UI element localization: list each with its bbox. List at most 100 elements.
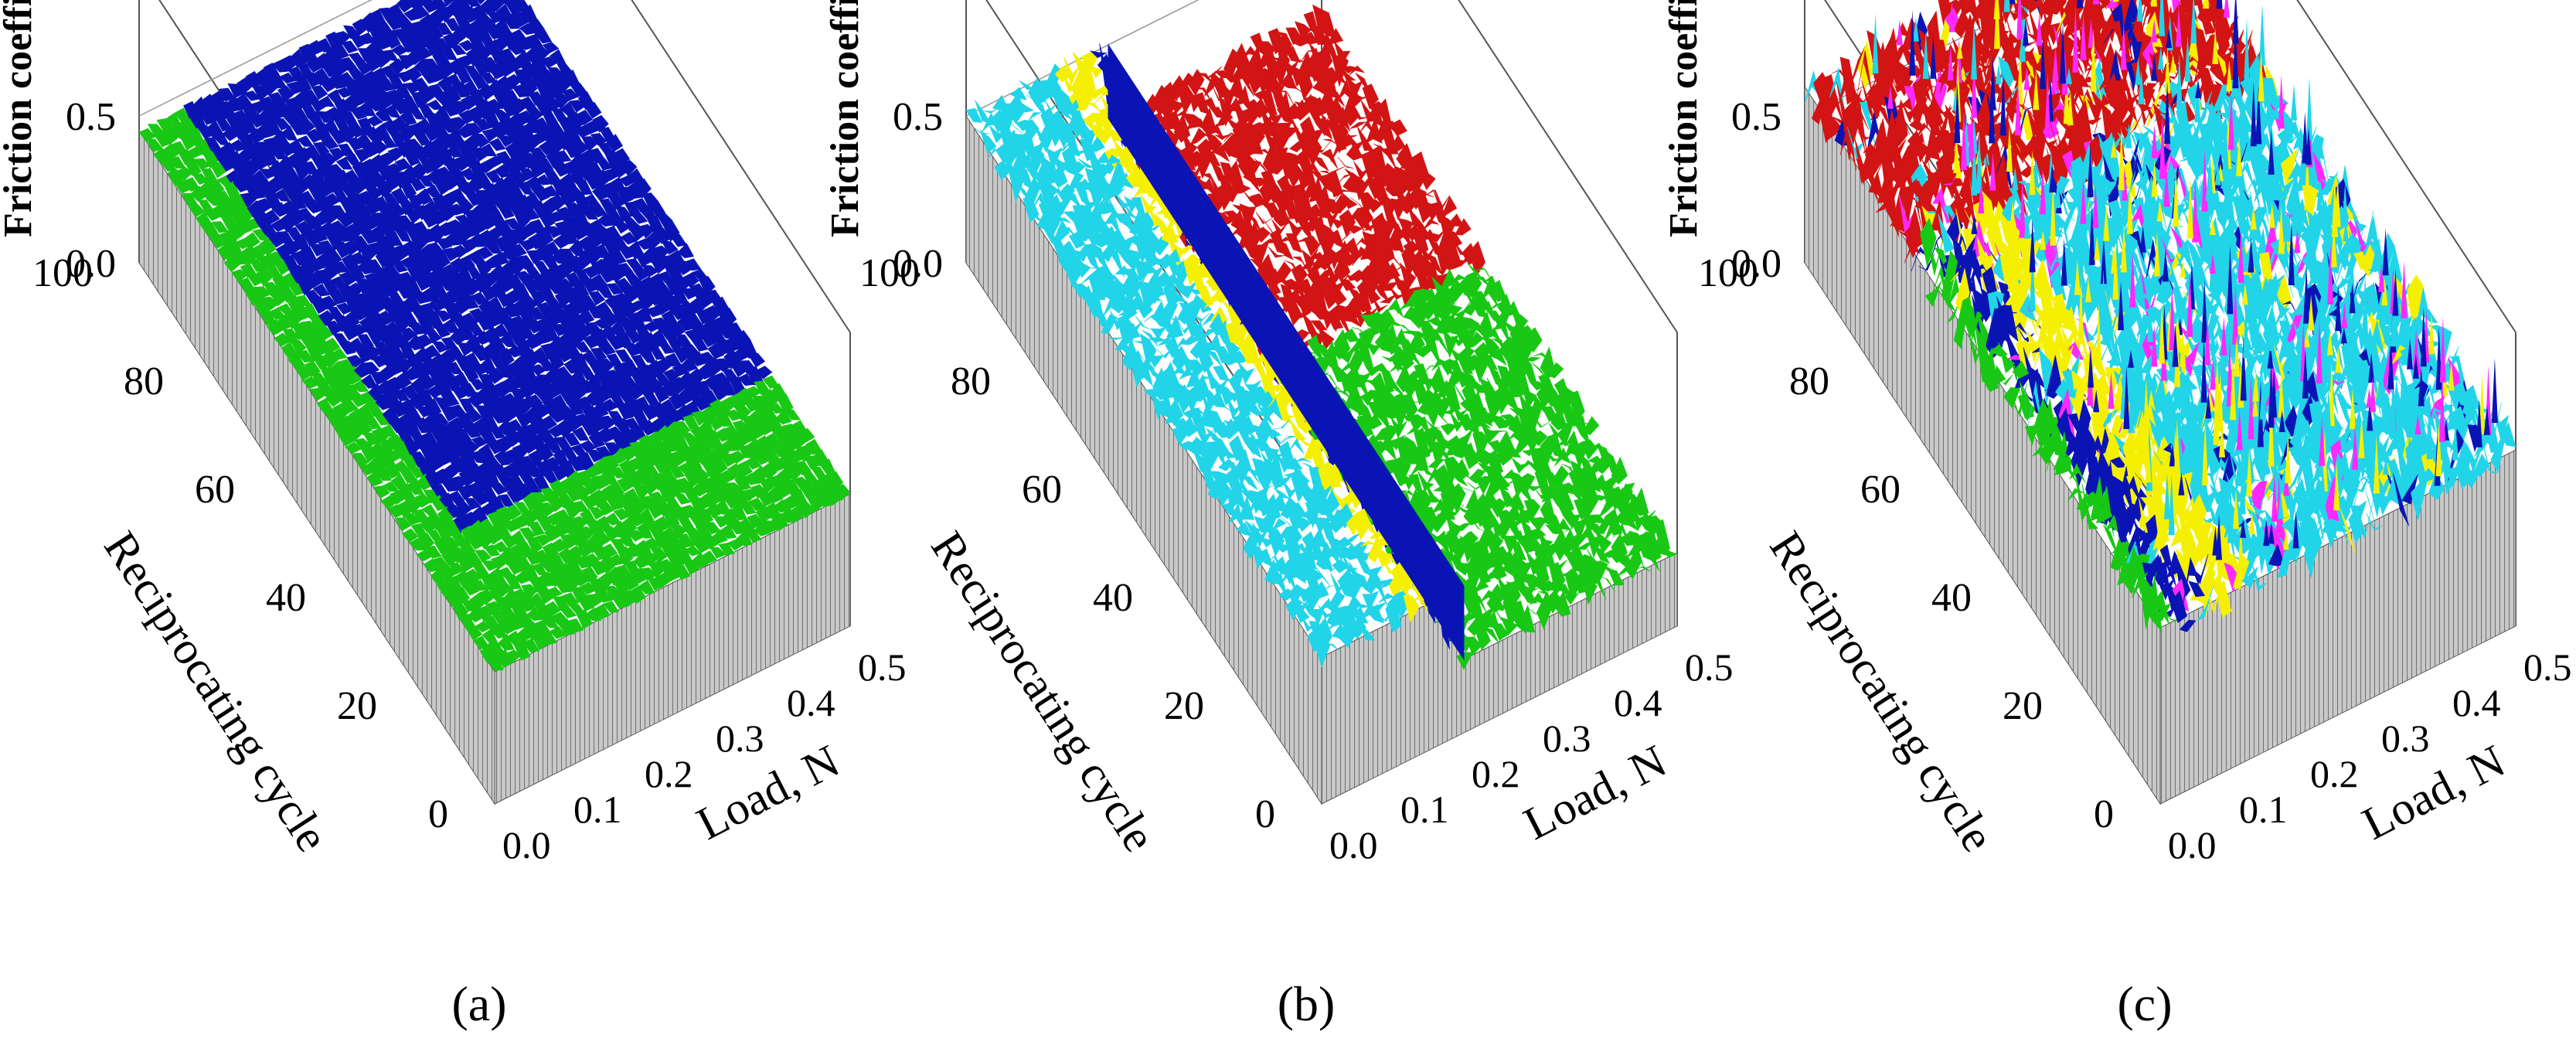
surface-cell: [409, 178, 426, 192]
surface-cell: [498, 60, 515, 77]
surface-cell: [375, 105, 393, 121]
surface-cell: [419, 228, 437, 243]
surface-cell: [256, 269, 273, 288]
surface-cell: [155, 129, 172, 148]
surface-cell: [233, 176, 250, 192]
surface-cell: [307, 259, 325, 272]
y-tick-label: 0: [428, 792, 448, 836]
surface-cell: [245, 70, 263, 88]
surface-cell: [243, 90, 260, 101]
surface-cell: [410, 162, 427, 182]
surface-cell: [297, 135, 314, 147]
surface-cell: [512, 12, 529, 28]
surface-cell: [186, 146, 204, 158]
surface-cell: [480, 284, 497, 301]
surface-cell: [475, 117, 492, 131]
surface-cell: [311, 85, 328, 100]
surface-cell: [485, 22, 502, 39]
surface-cell: [364, 198, 382, 215]
x-tick-label: 0.0: [1329, 823, 1378, 867]
surface-cell: [453, 155, 471, 172]
surface-cell: [380, 136, 398, 148]
surface-cell: [419, 158, 437, 174]
surface-cell: [505, 73, 522, 90]
surface-cell: [606, 134, 624, 152]
surface-cell: [277, 85, 294, 103]
surface-cell: [613, 220, 631, 234]
gridline: [138, 0, 373, 117]
surface-cell: [197, 124, 215, 139]
surface-cell: [162, 143, 179, 162]
y-tick-label: 80: [124, 359, 164, 404]
surface-cell: [386, 230, 403, 247]
surface-cell: [328, 148, 346, 162]
surface-cell: [579, 222, 597, 236]
surface-cell: [267, 176, 284, 194]
surface-cell: [229, 139, 247, 152]
surface-cell: [267, 318, 284, 335]
surface-cell: [554, 150, 572, 162]
surface-cell: [519, 168, 536, 181]
surface-cell: [341, 325, 359, 341]
surface-cell: [526, 250, 543, 264]
surface-cell: [498, 275, 515, 293]
surface-cell: [478, 15, 495, 29]
surface-cell: [348, 264, 366, 281]
surface-cell: [279, 213, 296, 233]
surface-cell: [407, 334, 424, 351]
surface-cell: [376, 91, 394, 110]
surface-cell: [267, 105, 284, 121]
surface-cell: [510, 243, 527, 257]
surface-cell: [339, 340, 357, 355]
x-tick-label: 0.1: [573, 788, 622, 831]
surface-cell: [281, 125, 298, 141]
surface-cell: [449, 44, 467, 56]
surface-cell: [581, 136, 598, 152]
surface-cell: [291, 177, 308, 196]
surface-cell: [334, 241, 352, 259]
surface-cell: [332, 44, 349, 60]
surface-cell: [353, 361, 371, 378]
surface-cell: [259, 237, 277, 257]
surface-cell: [219, 155, 236, 172]
surface-cell: [312, 283, 330, 297]
y-tick-label: 60: [195, 468, 235, 512]
surface-cell: [510, 170, 527, 188]
surface-cell: [403, 149, 420, 167]
surface-cell: [211, 221, 229, 233]
surface-cell: [1440, 196, 1458, 220]
surface-cell: [451, 244, 468, 259]
surface-cell: [535, 29, 553, 44]
surface-cell: [535, 174, 553, 186]
surface-cell: [256, 123, 273, 139]
x-tick-label: 0.3: [716, 717, 764, 760]
surface-cell: [190, 186, 207, 202]
surface-cell: [318, 96, 335, 107]
surface-cell: [567, 111, 584, 132]
surface-cell: [1213, 365, 1230, 382]
surface-cell: [427, 23, 444, 42]
surface-cell: [193, 158, 211, 170]
z-tick-label: 0.5: [893, 95, 943, 139]
surface-cell: [576, 109, 593, 126]
y-tick-label: 20: [337, 684, 377, 728]
surface-cell: [446, 142, 464, 158]
surface-cell: [434, 324, 451, 339]
surface-cell: [371, 141, 389, 155]
surface-cell: [437, 222, 454, 237]
surface-cell: [487, 12, 505, 23]
surface-cell: [618, 175, 636, 187]
surface-cell: [453, 80, 471, 98]
x-tick-label: 0.3: [1543, 717, 1591, 760]
surface-cell: [328, 71, 346, 90]
surface-cell: [384, 29, 401, 49]
surface-cell: [572, 141, 590, 155]
surface-cell: [435, 238, 453, 250]
y-tick-label: 100: [32, 251, 93, 295]
surface-cell: [590, 133, 607, 146]
surface-cell: [590, 203, 607, 218]
surface-cell: [465, 192, 483, 206]
surface-cell: [290, 339, 307, 356]
surface-cell: [330, 348, 348, 360]
y-tick-label: 40: [266, 576, 306, 620]
